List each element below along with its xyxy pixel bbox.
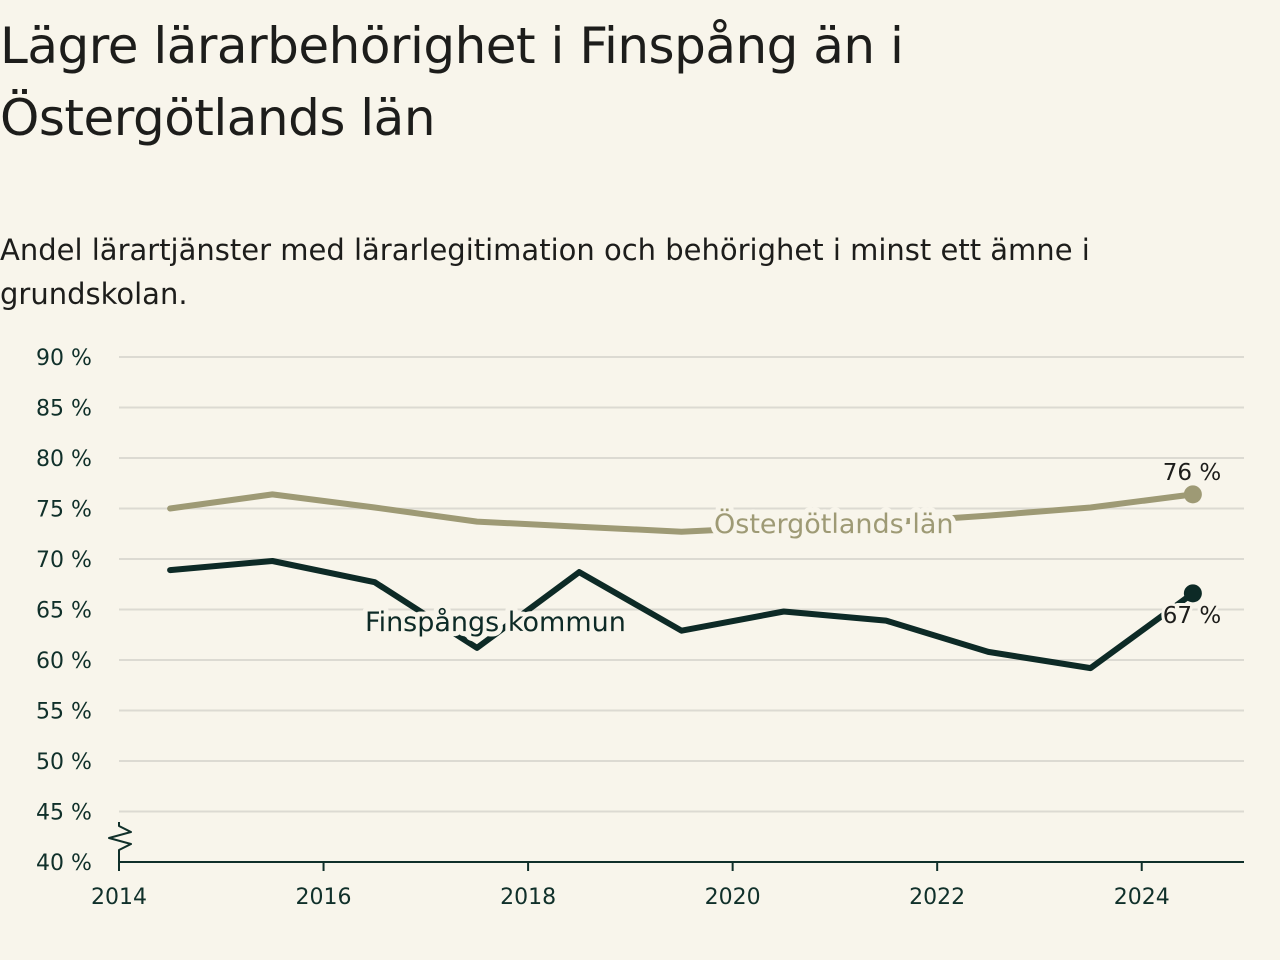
series-label-finspang: Finspångs kommun	[365, 607, 626, 638]
x-tick-label: 2018	[500, 885, 556, 910]
series-line-finsp-ngs-kommun	[167, 558, 1196, 672]
series-line--sterg-tlands-l-n	[167, 491, 1196, 535]
y-tick-label: 85 %	[36, 397, 92, 422]
y-tick-label: 40 %	[36, 851, 92, 876]
y-tick-label: 55 %	[36, 700, 92, 725]
x-tick-label: 2022	[909, 885, 965, 910]
chart-subtitle: Andel lärartjänster med lärarlegitimatio…	[0, 233, 1090, 311]
y-tick-label: 75 %	[36, 498, 92, 523]
y-tick-label: 90 %	[36, 346, 92, 371]
y-tick-label: 70 %	[36, 548, 92, 573]
axis-break-icon	[108, 822, 132, 862]
x-tick-label: 2016	[296, 885, 352, 910]
x-tick-label: 2024	[1114, 885, 1170, 910]
x-tick-label: 2020	[705, 885, 761, 910]
y-tick-label: 50 %	[36, 750, 92, 775]
y-tick-label: 60 %	[36, 649, 92, 674]
series-end-marker	[1183, 485, 1202, 504]
y-tick-label: 65 %	[36, 599, 92, 624]
y-tick-label: 80 %	[36, 447, 92, 472]
end-value-label: 67 %	[1163, 603, 1221, 629]
chart-title: Lägre lärarbehörighet i Finspång än i Ös…	[0, 17, 904, 147]
y-tick-label: 45 %	[36, 801, 92, 826]
series-label-ostergotland: Östergötlands län	[714, 508, 954, 540]
x-tick-label: 2014	[91, 885, 147, 910]
end-value-label: 76 %	[1163, 460, 1221, 486]
series-end-marker	[1183, 584, 1202, 603]
